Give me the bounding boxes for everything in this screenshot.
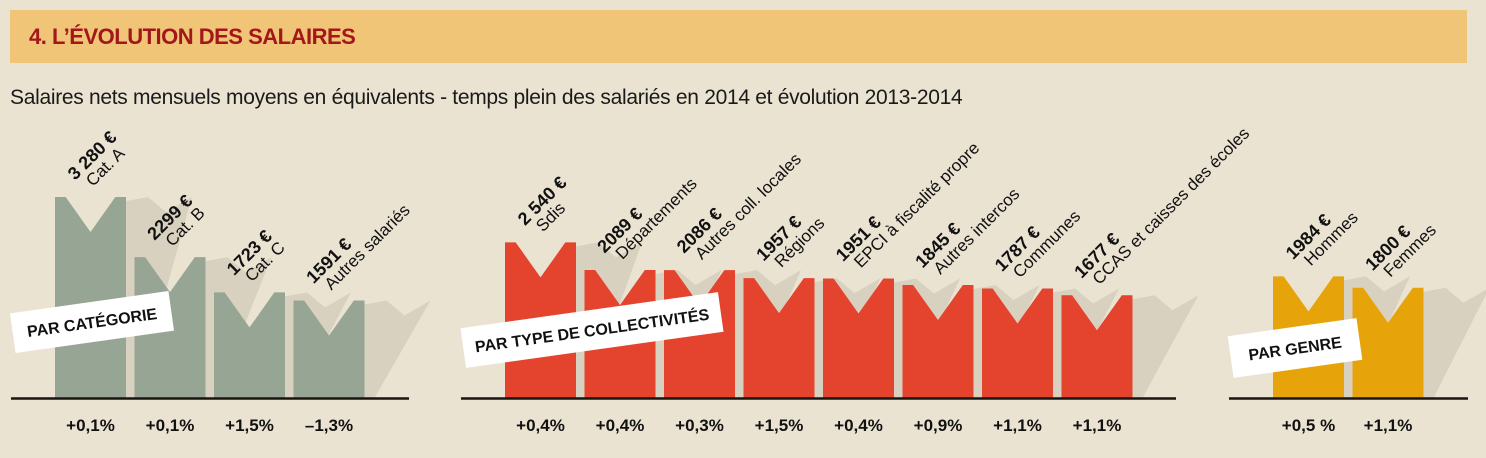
bar <box>1352 287 1424 398</box>
bar-label: 1591 €Autres salariés <box>302 201 413 294</box>
group-tag: PAR GENRE <box>1227 318 1363 378</box>
group-tag-box <box>9 291 175 353</box>
bar-shadow <box>1132 295 1199 398</box>
evolution-label: +1,1% <box>1364 416 1413 435</box>
section-banner: 4. L’ÉVOLUTION DES SALAIRES <box>10 10 1467 63</box>
bar <box>55 197 126 398</box>
bar <box>823 278 894 398</box>
bar <box>293 300 365 398</box>
bar <box>743 278 815 398</box>
group-tag-box <box>1227 318 1363 378</box>
bar-shadow <box>364 300 431 398</box>
category-label: CCAS et caisses des écoles <box>1089 124 1253 288</box>
bar-shadow <box>1423 287 1486 398</box>
evolution-label: +0,1% <box>146 416 195 435</box>
bar-label: 2 540 €Sdis <box>514 172 571 235</box>
chart-group-2: 1984 €Hommes +0,5 % 1800 €Femmes +1,1% PAR G… <box>1227 208 1468 435</box>
bar <box>902 284 974 398</box>
bar-label: 1800 €Femmes <box>1361 221 1440 281</box>
evolution-label: +0,3% <box>675 416 724 435</box>
section-title: 4. L’ÉVOLUTION DES SALAIRES <box>29 24 356 49</box>
group-tag: PAR CATÉGORIE <box>9 291 175 353</box>
evolution-label: +1,5% <box>755 416 804 435</box>
evolution-label: +0,5 % <box>1282 416 1335 435</box>
evolution-label: +0,9% <box>914 416 963 435</box>
evolution-label: –1,3% <box>305 416 353 435</box>
bar <box>214 292 285 398</box>
evolution-label: +0,4% <box>596 416 645 435</box>
bar-label: 1984 €Hommes <box>1282 208 1362 270</box>
bar-label: 1957 €Régions <box>752 212 828 271</box>
bar <box>982 288 1053 398</box>
bar <box>1061 295 1133 398</box>
group-tag: PAR TYPE DE COLLECTIVITÉS <box>460 292 724 368</box>
evolution-label: +1,5% <box>225 416 274 435</box>
evolution-label: +1,1% <box>993 416 1042 435</box>
chart-subtitle: Salaires nets mensuels moyens en équival… <box>10 86 963 109</box>
evolution-label: +0,4% <box>834 416 883 435</box>
evolution-label: +0,1% <box>66 416 115 435</box>
group-tag-box <box>460 292 724 368</box>
bar-label: 1677 €CCAS et caisses des écoles <box>1070 124 1253 288</box>
evolution-label: +0,4% <box>516 416 565 435</box>
chart-group-1: 2 540 €Sdis+0,4%2089 €Départements+0,4%2… <box>460 124 1253 435</box>
evolution-label: +1,1% <box>1073 416 1122 435</box>
bar-label: 3 280 €Cat. A <box>64 127 129 190</box>
